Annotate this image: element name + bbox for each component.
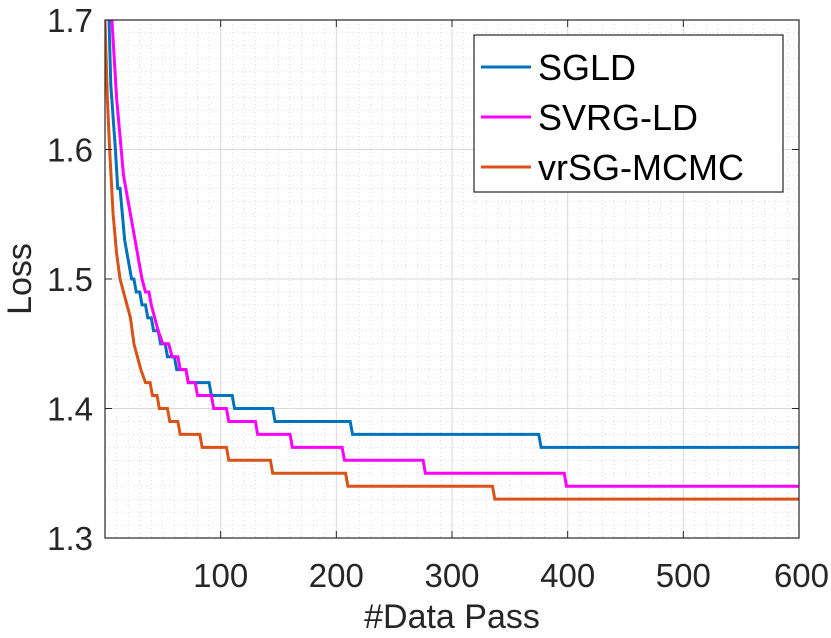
y-axis-label: Loss [1, 243, 39, 315]
x-tick-label: 600 [774, 557, 829, 594]
x-tick-label: 500 [656, 557, 711, 594]
x-tick-label: 200 [309, 557, 364, 594]
legend-label-svrg-ld: SVRG-LD [538, 97, 698, 138]
x-tick-label: 300 [424, 557, 479, 594]
legend-label-vrsg-mcmc: vrSG-MCMC [538, 147, 744, 188]
series-line-sgld [105, 20, 799, 449]
y-tick-label: 1.6 [47, 132, 93, 169]
x-tick-labels: 100 200 300 400 500 600 [193, 557, 829, 594]
axis-ticks [105, 19, 800, 539]
y-tick-labels: 1.3 1.4 1.5 1.6 1.7 [47, 2, 93, 557]
series-line-svrg-ld [105, 20, 799, 488]
y-tick-label: 1.7 [47, 2, 93, 39]
x-tick-label: 400 [540, 557, 595, 594]
x-tick-label: 100 [193, 557, 248, 594]
legend: SGLD SVRG-LD vrSG-MCMC [473, 34, 784, 193]
y-tick-label: 1.3 [47, 520, 93, 557]
y-tick-label: 1.5 [47, 261, 93, 298]
legend-label-sgld: SGLD [538, 47, 636, 88]
series-line-vrsg-mcmc [105, 20, 799, 501]
y-tick-label: 1.4 [47, 391, 93, 428]
x-axis-label: #Data Pass [364, 598, 540, 636]
series-layer [105, 20, 799, 501]
